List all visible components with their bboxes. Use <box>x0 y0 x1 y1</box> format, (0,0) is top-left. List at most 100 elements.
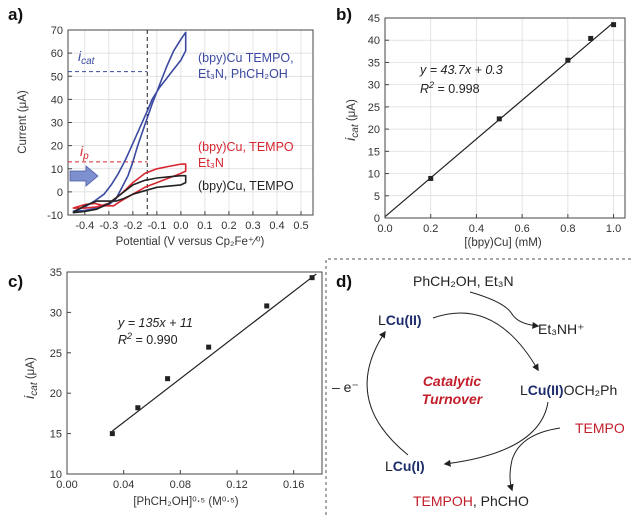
legend-blue-line2: Et₃N, PhCH₂OH <box>198 67 288 81</box>
panel-c-xlabel: [PhCH₂OH]⁰⋅⁵ (M⁰⋅⁵) <box>133 496 238 508</box>
b-xtick-label: 1.0 <box>606 223 621 235</box>
legend-blue-line1: (bpy)Cu TEMPO, <box>198 51 294 65</box>
panel-c-fit <box>111 273 317 432</box>
panel-c-data-point <box>165 376 171 382</box>
panel-b-ylabel: icat (μA) <box>342 99 361 141</box>
cv-series-0 <box>72 31 187 213</box>
b-xtick-label: 0.0 <box>377 223 392 235</box>
legend-red-line1: (bpy)Cu, TEMPO <box>198 140 294 154</box>
a-ytick-label: -10 <box>47 210 63 222</box>
c-ytick-label: 15 <box>50 429 62 441</box>
a-xtick-label: 0.0 <box>173 220 188 232</box>
panel-b-equation: y = 43.7x + 0.3 <box>419 63 503 77</box>
panel-b-xticks: 0.0 0.2 0.4 0.6 0.8 1.0 <box>377 214 621 235</box>
panel-a-xticks: -0.4 -0.3 -0.2 -0.1 0.0 0.1 0.2 0.3 0.4 0.5 <box>75 211 309 232</box>
panel-b-data-point <box>496 116 502 122</box>
panel-b-grid <box>384 17 625 219</box>
c-xtick-label: 0.16 <box>283 479 304 491</box>
b-ytick-label: 20 <box>368 124 380 136</box>
a-ytick-label: 0 <box>57 187 63 199</box>
a-xtick-label: -0.1 <box>147 220 166 232</box>
panel-c-points <box>109 275 315 437</box>
b-ytick-label: 40 <box>368 35 380 47</box>
panel-a-label: a) <box>8 5 23 24</box>
panel-c-xticks: 0.00 0.04 0.08 0.12 0.16 <box>56 470 304 491</box>
a-xtick-label: -0.4 <box>75 220 94 232</box>
panel-c-label: c) <box>8 272 23 291</box>
c-ytick-label: 10 <box>50 469 62 481</box>
cv-series-2 <box>72 174 187 214</box>
a-xtick-label: -0.3 <box>99 220 118 232</box>
panel-b-r2: R2 = 0.998 <box>420 80 480 96</box>
cycle-arrow-bottom-right <box>443 401 549 467</box>
panel-b-points <box>428 22 617 181</box>
panel-a-guides <box>68 30 148 215</box>
panel-c-data-point <box>206 344 212 350</box>
tempo-label: TEMPO <box>575 420 625 436</box>
cycle-title-line2: Turnover <box>422 391 484 407</box>
panel-b-data-point <box>588 35 594 41</box>
b-ytick-label: 25 <box>368 102 380 114</box>
b-ytick-label: 10 <box>368 169 380 181</box>
cycle-title-line1: Catalytic <box>423 373 482 389</box>
oxidation-label: – e⁻ <box>332 379 359 395</box>
panel-d-label: d) <box>336 272 352 291</box>
a-ytick-label: 60 <box>51 48 63 60</box>
a-ytick-label: 40 <box>51 94 63 106</box>
legend-red-line2: Et₃N <box>198 156 224 170</box>
panel-a-xlabel: Potential (V versus Cp₂Fe⁺⁄⁰) <box>116 236 265 248</box>
b-ytick-label: 0 <box>374 213 380 225</box>
panel-b-data-point <box>611 22 617 28</box>
b-xtick-label: 0.4 <box>469 223 484 235</box>
c-xtick-label: 0.00 <box>56 479 77 491</box>
b-ytick-label: 30 <box>368 80 380 92</box>
icat-label: icat <box>78 48 96 67</box>
panel-b-data-point <box>565 57 571 63</box>
panel-b-frame <box>384 17 626 219</box>
a-xtick-label: 0.2 <box>221 220 236 232</box>
panel-a-yticks: -10 0 10 20 30 40 50 60 70 <box>47 25 72 222</box>
b-ytick-label: 45 <box>368 13 380 25</box>
panel-c-data-point <box>109 431 115 437</box>
a-ytick-label: 20 <box>51 141 63 153</box>
cycle-arrow-top <box>432 312 539 372</box>
panel-c-equation: y = 135x + 11 <box>117 316 193 330</box>
c-xtick-label: 0.08 <box>170 479 191 491</box>
byproduct-label: Et₃NH⁺ <box>538 321 585 337</box>
legend-black: (bpy)Cu, TEMPO <box>198 179 294 193</box>
b-xtick-label: 0.8 <box>560 223 575 235</box>
cycle-arrow-left <box>366 330 409 456</box>
panel-a-series <box>72 31 187 214</box>
side-arrow-byproduct <box>469 291 540 329</box>
c-ytick-label: 25 <box>50 348 62 360</box>
c-xtick-label: 0.04 <box>113 479 134 491</box>
ip-label: ip <box>80 143 89 162</box>
panel-c-data-point <box>309 275 315 281</box>
panel-d: d) PhCH₂OH, Et₃N Et₃NH⁺ LCu(II) Catalyti… <box>325 258 632 515</box>
lcu2-species: LCu(II) <box>378 312 422 328</box>
panel-c-data-point <box>264 303 270 309</box>
panel-b-xlabel: [(bpy)Cu] (mM) <box>464 237 541 249</box>
a-ytick-label: 10 <box>51 164 63 176</box>
a-xtick-label: 0.1 <box>197 220 212 232</box>
a-ytick-label: 50 <box>51 71 63 83</box>
b-ytick-label: 15 <box>368 146 380 158</box>
c-ytick-label: 35 <box>50 267 62 279</box>
panel-c-fit-line <box>111 273 317 432</box>
lcu2-alkoxide-species: LCu(II)OCH₂Ph <box>520 382 617 398</box>
c-ytick-label: 20 <box>50 388 62 400</box>
panel-c-yticks: 10 15 20 25 30 35 <box>50 267 71 481</box>
panel-c-frame <box>66 271 323 475</box>
panel-c: c) 0.00 0.04 0.08 0.12 0.16 10 15 20 25 30 35 y =… <box>8 267 323 508</box>
a-ytick-label: 70 <box>51 25 63 37</box>
panel-b-yticks: 0 5 10 15 20 25 30 35 40 45 <box>368 13 389 225</box>
panel-d-dashed-border <box>325 258 632 515</box>
a-xtick-label: 0.4 <box>269 220 284 232</box>
a-ytick-label: 30 <box>51 118 63 130</box>
b-ytick-label: 5 <box>374 191 380 203</box>
a-xtick-label: 0.5 <box>293 220 308 232</box>
panel-b: b) 0.0 0.2 0.4 0.6 0.8 1.0 0 5 10 15 20 25 30 35 40 45… <box>336 5 626 249</box>
b-xtick-label: 0.2 <box>423 223 438 235</box>
c-ytick-label: 30 <box>50 307 62 319</box>
side-arrow-tempo <box>506 427 561 492</box>
